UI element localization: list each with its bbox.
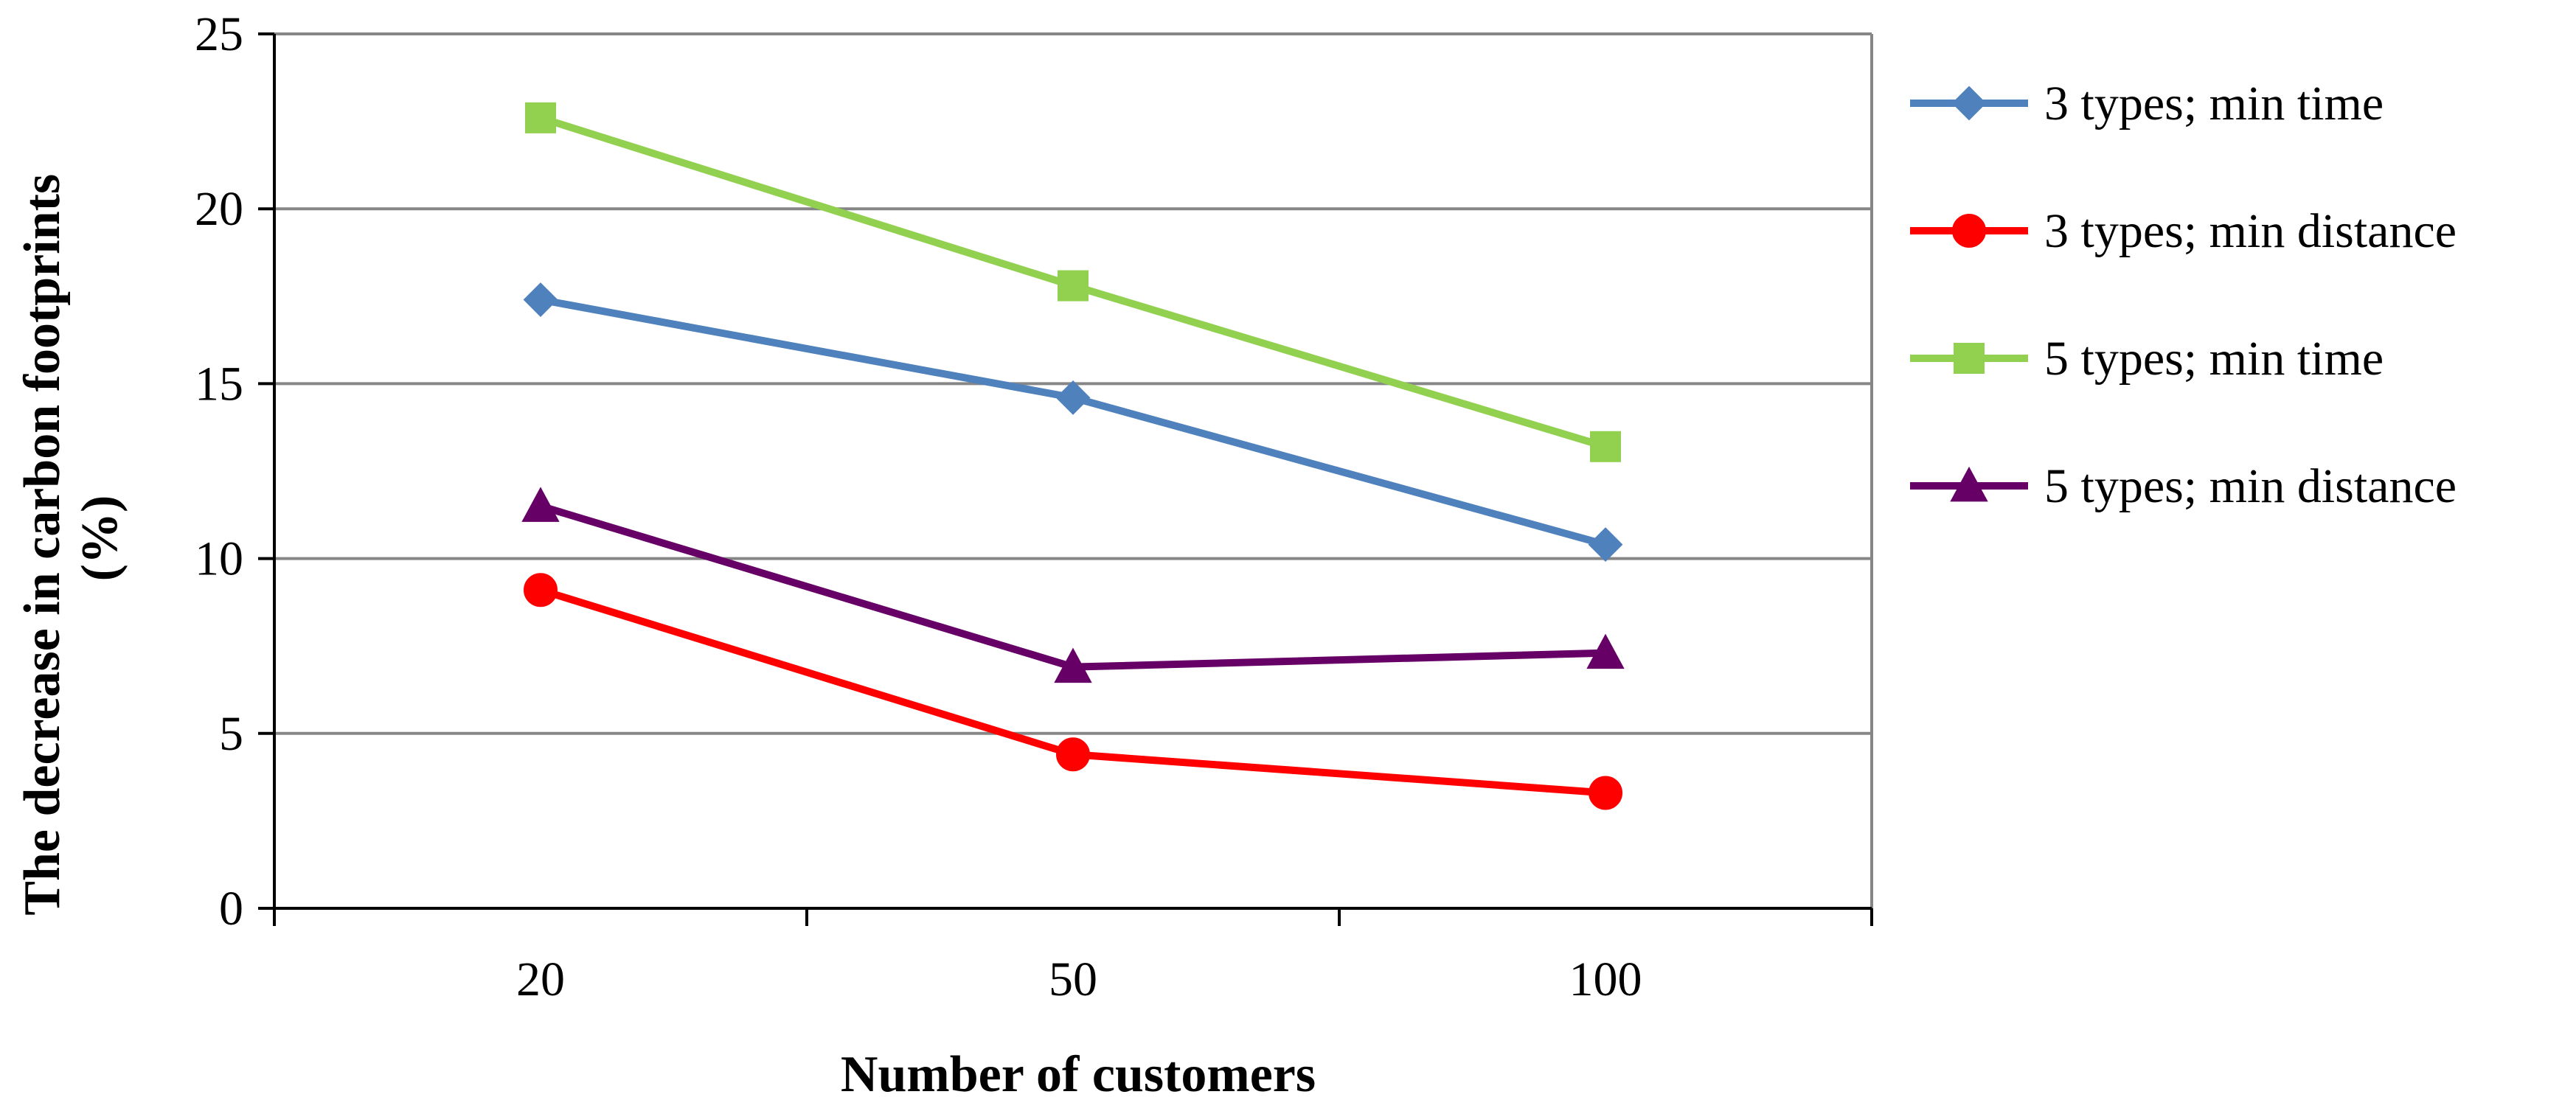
legend-marker (1952, 214, 1986, 248)
y-tick-label: 15 (195, 357, 243, 411)
data-point (523, 282, 558, 317)
x-tick-label: 100 (1569, 953, 1642, 1006)
series-line (537, 296, 1609, 549)
x-tick-label: 50 (1049, 953, 1097, 1006)
y-tick-label: 20 (195, 182, 243, 236)
legend-item: 5 types; min distance (1910, 459, 2457, 513)
data-point (1055, 380, 1091, 415)
data-point (1056, 737, 1090, 772)
legend-item: 5 types; min time (1910, 332, 2384, 386)
legend-label: 3 types; min distance (2044, 204, 2457, 258)
data-point (1058, 270, 1089, 302)
y-axis-title: The decrease in carbon footprints (%) (14, 161, 128, 915)
y-tick-label: 0 (219, 882, 243, 936)
legend-item: 3 types; min distance (1910, 204, 2457, 258)
legend-item: 3 types; min time (1910, 77, 2384, 130)
data-point (1588, 527, 1623, 563)
series-4 (521, 487, 1625, 683)
legend-label: 5 types; min time (2044, 332, 2384, 386)
series-2 (524, 573, 1622, 810)
legend-marker (1951, 86, 1987, 121)
legend-label: 3 types; min time (2044, 77, 2384, 130)
legend-marker (1954, 343, 1985, 374)
x-axis-title: Number of customers (841, 1046, 1316, 1103)
series-3 (525, 102, 1621, 462)
y-tick-label: 5 (219, 707, 243, 761)
y-axis-title-line-1: The decrease in carbon footprints (14, 174, 71, 916)
data-point (1054, 647, 1092, 683)
legend-marker (1950, 466, 1988, 502)
legend-label: 5 types; min distance (2044, 459, 2457, 513)
data-point (1589, 776, 1622, 810)
data-point (521, 487, 560, 522)
data-point (525, 102, 556, 133)
y-axis-title-line-2: (%) (72, 495, 128, 582)
y-tick-label: 10 (195, 532, 243, 586)
series-1 (523, 282, 1623, 563)
data-point (524, 573, 558, 608)
series-group (521, 102, 1625, 810)
data-point (1586, 633, 1625, 669)
legend: 3 types; min time 3 types; min distance 5 … (1910, 77, 2457, 513)
x-tick-label: 20 (516, 953, 565, 1006)
data-point (1590, 431, 1621, 462)
axes: 0 5 10 15 20 25 20 50 100 (195, 7, 1873, 1006)
y-tick-label: 25 (195, 7, 243, 61)
